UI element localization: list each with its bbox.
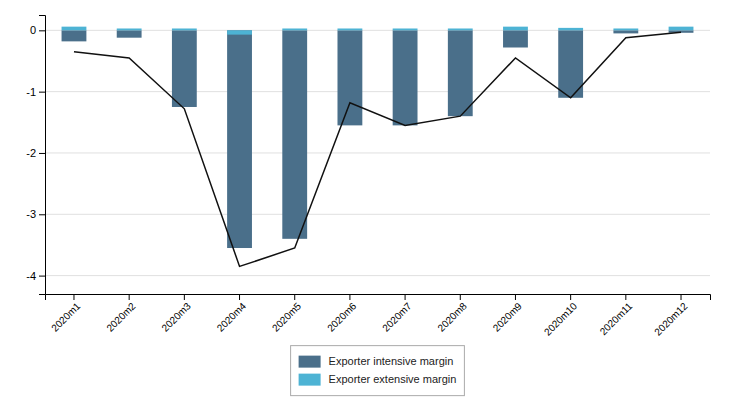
y-tick-mark [39,30,45,31]
x-tick-label: 2020m11 [598,300,635,337]
x-tick: 2020m6 [325,294,359,334]
x-tick-mark [129,294,130,300]
y-tick-label: -4 [26,270,36,282]
bar [227,30,252,34]
y-axis-line [39,16,46,295]
y-tick-label: -2 [26,147,36,159]
bar [227,30,252,248]
x-tick-label: 2020m12 [652,300,690,338]
x-tick-label: 2020m2 [104,300,138,334]
legend: Exporter intensive margin Exporter extens… [291,346,465,396]
x-tick-label: 2020m8 [435,300,469,334]
chart-container: 0-1-2-3-42020m12020m22020m32020m42020m52… [0,0,730,409]
x-tick-label: 2020m3 [159,300,193,334]
x-tick: 2020m5 [270,294,304,334]
legend-box [291,346,465,396]
x-tick: 2020m7 [380,294,414,334]
bar [613,30,638,33]
y-tick-label: 0 [30,24,36,36]
legend-label: Exporter extensive margin [329,373,457,385]
bar [337,30,362,125]
bar [669,27,694,31]
bar [172,28,197,30]
bar [558,28,583,30]
x-tick-mark [570,294,571,300]
y-axis: 0 -1 -2 -3 -4 [26,16,45,295]
bar [337,28,362,30]
x-tick: 2020m10 [542,294,580,338]
bar [117,30,142,37]
x-tick: 2020m3 [159,294,193,334]
x-tick: 2020m11 [598,294,635,337]
legend-item: Exporter intensive margin [299,355,454,367]
x-tick-label: 2020m4 [215,300,249,334]
x-tick-mark [73,294,74,300]
grid-line [45,275,710,276]
bar [62,27,87,31]
x-tick-label: 2020m7 [380,300,414,334]
y-tick-label: -3 [26,208,36,220]
x-tick-mark [349,294,350,300]
x-tick: 2020m8 [435,294,469,334]
grid-line [45,30,710,31]
legend-item: Exporter extensive margin [299,373,457,385]
marks [62,27,694,267]
x-tick-mark [405,294,406,300]
bar-series [62,27,694,35]
x-tick-label: 2020m9 [491,300,525,334]
y-tick: 0 [30,24,45,36]
y-tick-mark [39,153,45,154]
legend-swatch [299,356,321,368]
x-tick-label: 2020m10 [542,300,580,338]
x-tick-mark [239,294,240,300]
x-tick-mark [184,294,185,300]
y-tick: -2 [26,147,45,159]
y-tick: -1 [26,86,45,98]
y-tick-label: -1 [26,86,36,98]
bar [172,30,197,107]
grid-line [45,152,710,153]
bar [613,28,638,30]
bar-series [62,30,694,248]
x-tick: 2020m4 [215,294,249,334]
grid-line [45,214,710,215]
x-tick-label: 2020m6 [325,300,359,334]
chart-svg: 0-1-2-3-42020m12020m22020m32020m42020m52… [0,0,730,409]
y-tick: -4 [26,270,45,282]
x-tick-mark [515,294,516,300]
x-tick-mark [681,294,682,300]
y-tick-mark [39,276,45,277]
bar [282,28,307,30]
x-axis: 2020m1 2020m2 2020m3 2020m4 2020m5 2020m6 2020… [46,294,711,338]
y-tick-mark [39,214,45,215]
x-tick-mark [460,294,461,300]
bar [282,30,307,238]
x-tick-label: 2020m5 [270,300,304,334]
x-tick-mark [294,294,295,300]
bar [448,30,473,116]
bar [393,30,418,125]
x-tick: 2020m2 [104,294,138,334]
bar [503,27,528,31]
plot: 0-1-2-3-42020m12020m22020m32020m42020m52… [26,16,710,338]
x-tick-mark [625,294,626,300]
y-tick-mark [39,92,45,93]
line [74,32,681,266]
x-axis-line [46,295,711,301]
bar [117,28,142,30]
x-tick-label: 2020m1 [49,300,83,334]
bar [62,30,87,41]
bar [393,28,418,30]
bar [448,28,473,30]
x-tick: 2020m9 [491,294,525,334]
legend-swatch [299,374,321,386]
x-tick: 2020m12 [652,294,690,338]
legend-label: Exporter intensive margin [329,355,454,367]
grid-line [45,91,710,92]
bar [503,30,528,47]
grid [45,30,710,275]
x-tick: 2020m1 [49,294,83,334]
y-tick: -3 [26,208,45,220]
